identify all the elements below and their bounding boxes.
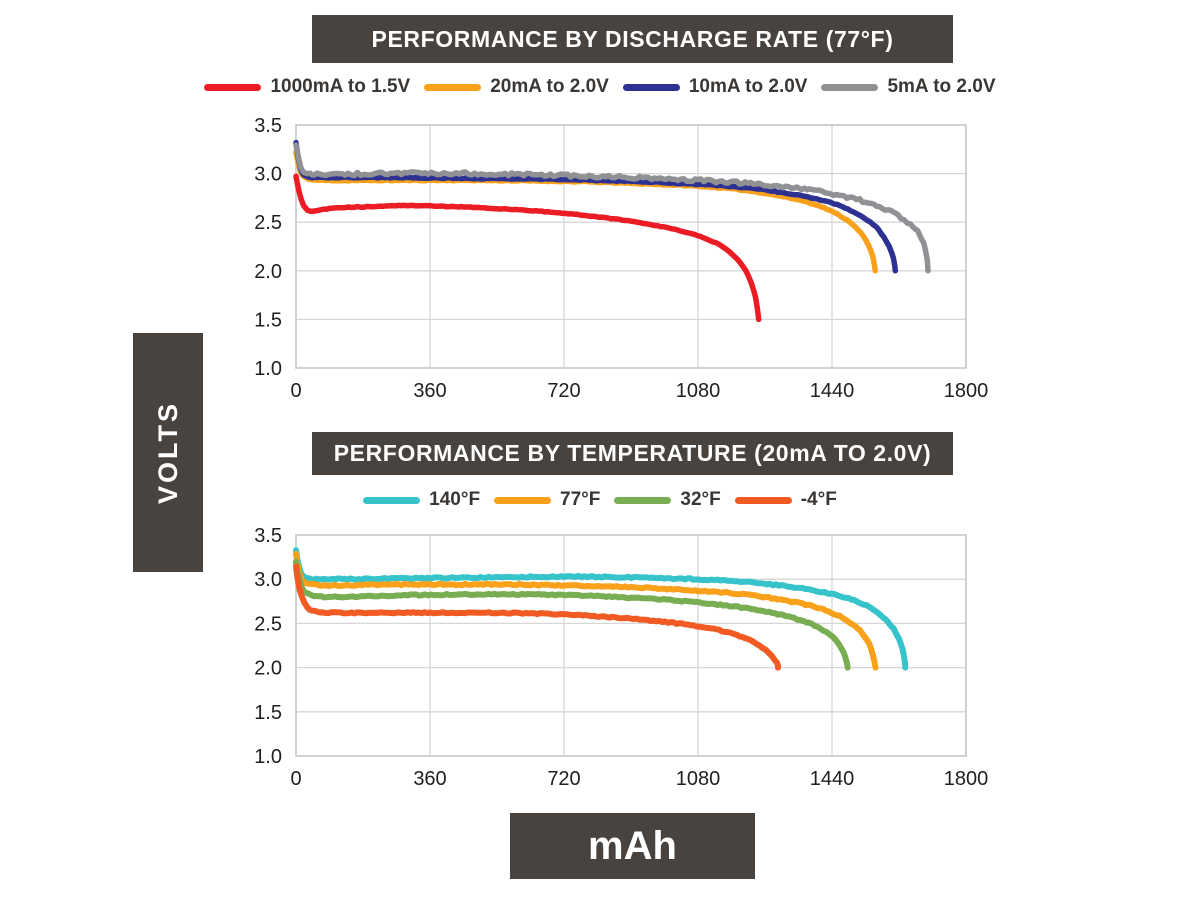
x-axis-label: mAh bbox=[588, 823, 677, 868]
x-tick-label-360: 360 bbox=[413, 768, 446, 790]
legend-item-minus4f: -4°F bbox=[734, 489, 837, 511]
plot-border bbox=[295, 534, 967, 757]
legend-swatch-32f bbox=[614, 496, 672, 504]
x-tick-label-1800: 1800 bbox=[944, 380, 989, 402]
series-line-5ma-to-2-0v bbox=[293, 142, 931, 274]
x-tick-label-720: 720 bbox=[547, 768, 580, 790]
plot-border bbox=[295, 124, 967, 369]
discharge-rate-title-bar: PERFORMANCE BY DISCHARGE RATE (77°F) bbox=[312, 15, 953, 63]
series-line-1000ma-to-1-5v bbox=[293, 173, 762, 323]
legend-label-minus4f: -4°F bbox=[800, 489, 837, 510]
y-axis-label-block: VOLTS bbox=[133, 333, 203, 572]
temperature-chart: 0 360 720 1080 1440 1800 3.5 3.0 2.5 2.0 1.5 1.0 bbox=[254, 525, 989, 790]
temperature-title-bar: PERFORMANCE BY TEMPERATURE (20mA TO 2.0V… bbox=[312, 432, 953, 475]
y-tick-label-1.5: 1.5 bbox=[254, 309, 282, 331]
x-tick-label-1440: 1440 bbox=[810, 768, 855, 790]
legend-swatch-20ma bbox=[424, 83, 482, 91]
discharge-rate-chart: 0 360 720 1080 1440 1800 3.5 3.0 2.5 2.0 1.5 1.0 bbox=[254, 115, 989, 402]
legend-item-140f: 140°F bbox=[363, 489, 480, 511]
y-tick-label-3.0: 3.0 bbox=[254, 164, 282, 186]
y-tick-label-1.0: 1.0 bbox=[254, 358, 282, 380]
legend-label-140f: 140°F bbox=[429, 489, 481, 510]
legend-item-1000ma: 1000mA to 1.5V bbox=[204, 76, 410, 98]
y-tick-label-3.0: 3.0 bbox=[254, 569, 282, 591]
y-tick-label-3.5: 3.5 bbox=[254, 525, 282, 547]
series-line--4-f bbox=[293, 563, 781, 671]
legend-swatch-140f bbox=[363, 496, 421, 504]
legend-label-1000ma: 1000mA to 1.5V bbox=[270, 76, 411, 97]
discharge-rate-legend: 1000mA to 1.5V 20mA to 2.0V 10mA to 2.0V… bbox=[0, 74, 1200, 100]
legend-item-32f: 32°F bbox=[614, 489, 721, 511]
x-tick-label-1080: 1080 bbox=[676, 768, 721, 790]
y-tick-label-1.5: 1.5 bbox=[254, 702, 282, 724]
series-line-140-f bbox=[293, 547, 909, 671]
x-tick-label-0: 0 bbox=[290, 768, 301, 790]
legend-item-5ma: 5mA to 2.0V bbox=[821, 76, 996, 98]
x-tick-label-0: 0 bbox=[290, 380, 301, 402]
series-line-32-f bbox=[293, 558, 851, 671]
legend-swatch-5ma bbox=[821, 83, 879, 91]
legend-label-10ma: 10mA to 2.0V bbox=[688, 76, 808, 97]
y-tick-label-2.5: 2.5 bbox=[254, 613, 282, 635]
legend-item-20ma: 20mA to 2.0V bbox=[424, 76, 609, 98]
series-line-10ma-to-2-0v bbox=[293, 139, 899, 274]
legend-item-77f: 77°F bbox=[494, 489, 600, 511]
y-tick-label-2.0: 2.0 bbox=[254, 658, 282, 680]
legend-swatch-77f bbox=[494, 496, 552, 504]
legend-swatch-10ma bbox=[622, 83, 680, 91]
legend-swatch-minus4f bbox=[734, 496, 792, 504]
x-axis-label-block: mAh bbox=[510, 813, 755, 879]
y-axis-label: VOLTS bbox=[152, 400, 183, 505]
legend-label-5ma: 5mA to 2.0V bbox=[887, 76, 996, 97]
series-line-77-f bbox=[293, 550, 879, 671]
legend-label-77f: 77°F bbox=[560, 489, 601, 510]
temperature-title: PERFORMANCE BY TEMPERATURE (20mA TO 2.0V… bbox=[333, 440, 932, 466]
x-tick-label-360: 360 bbox=[413, 380, 446, 402]
legend-label-32f: 32°F bbox=[680, 489, 721, 510]
x-tick-label-1800: 1800 bbox=[944, 768, 989, 790]
legend-swatch-1000ma bbox=[204, 83, 262, 91]
y-tick-label-2.5: 2.5 bbox=[254, 212, 282, 234]
y-tick-label-1.0: 1.0 bbox=[254, 746, 282, 768]
discharge-rate-title: PERFORMANCE BY DISCHARGE RATE (77°F) bbox=[371, 25, 894, 52]
temperature-legend: 140°F 77°F 32°F -4°F bbox=[0, 487, 1200, 513]
legend-label-20ma: 20mA to 2.0V bbox=[490, 76, 609, 97]
x-tick-label-1440: 1440 bbox=[810, 380, 855, 402]
x-tick-label-1080: 1080 bbox=[676, 380, 721, 402]
legend-item-10ma: 10mA to 2.0V bbox=[622, 76, 808, 98]
x-tick-label-720: 720 bbox=[547, 380, 580, 402]
y-tick-label-3.5: 3.5 bbox=[254, 115, 282, 137]
y-tick-label-2.0: 2.0 bbox=[254, 261, 282, 283]
